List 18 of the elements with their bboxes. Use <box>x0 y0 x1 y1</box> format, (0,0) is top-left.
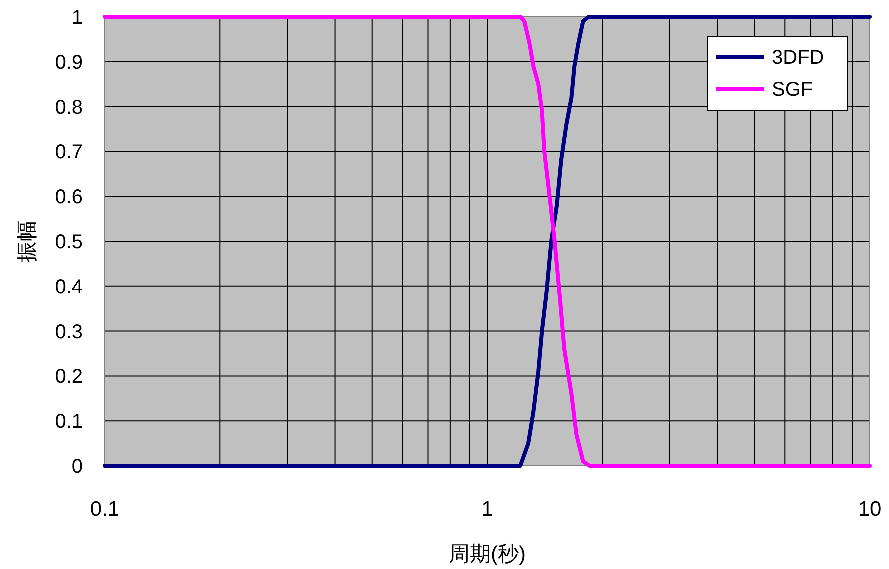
legend-label: SGF <box>772 79 814 101</box>
y-tick-label: 0.3 <box>55 321 83 344</box>
y-tick-label: 0.7 <box>55 142 83 164</box>
y-axis-title: 振幅 <box>16 220 39 262</box>
y-tick-label: 0.9 <box>55 52 83 74</box>
legend-label: 3DFD <box>772 47 824 69</box>
x-tick-label: 10 <box>858 498 882 521</box>
x-axis-title: 周期(秒) <box>449 543 526 566</box>
y-tick-label: 1 <box>72 7 83 29</box>
y-tick-label: 0.4 <box>55 276 83 298</box>
y-tick-label: 0.5 <box>55 232 83 254</box>
y-tick-label: 0.6 <box>55 186 83 209</box>
y-tick-label: 0.8 <box>55 96 83 119</box>
x-tick-label: 1 <box>482 498 494 521</box>
x-tick-label: 0.1 <box>90 498 120 521</box>
y-tick-label: 0 <box>72 456 83 478</box>
y-tick-label: 0.2 <box>55 366 83 388</box>
y-tick-label: 0.1 <box>55 411 83 434</box>
